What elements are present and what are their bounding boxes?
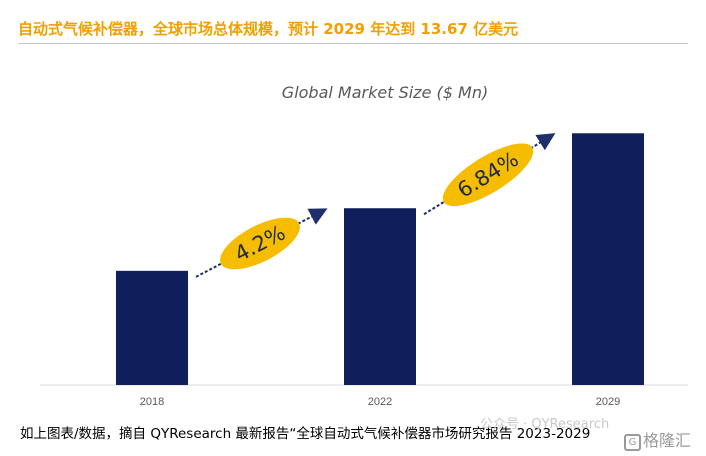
x-tick-labels: 2018 2022 2029	[140, 396, 620, 408]
header-divider	[18, 43, 688, 44]
source-caption: 如上图表/数据，摘自 QYResearch 最新报告“全球自动式气候补偿器市场研…	[20, 426, 591, 442]
bar-2029	[572, 133, 644, 385]
watermark-brand: G 格隆汇	[624, 427, 691, 451]
x-tick-label: 2018	[140, 396, 164, 408]
cagr-badge	[442, 143, 534, 207]
watermark-source: 公众号 · QYResearch	[480, 417, 610, 432]
bar-2022	[344, 208, 416, 385]
cagr-label-group: 6.84%	[442, 143, 534, 207]
bars-group	[116, 133, 644, 385]
x-tick-label: 2029	[596, 396, 620, 408]
bar-2018	[116, 270, 188, 385]
watermark-brand-label: 格隆汇	[643, 431, 692, 450]
x-tick-label: 2022	[368, 396, 392, 408]
cagr-label-group: 4.2%	[220, 217, 300, 270]
cagr-badge	[220, 217, 300, 270]
logo-mark-icon: G	[624, 434, 641, 451]
headline: 自动式气候补偿器，全球市场总体规模，预计 2029 年达到 13.67 亿美元	[18, 20, 519, 38]
chart-title: Global Market Size ($ Mn)	[282, 83, 488, 102]
